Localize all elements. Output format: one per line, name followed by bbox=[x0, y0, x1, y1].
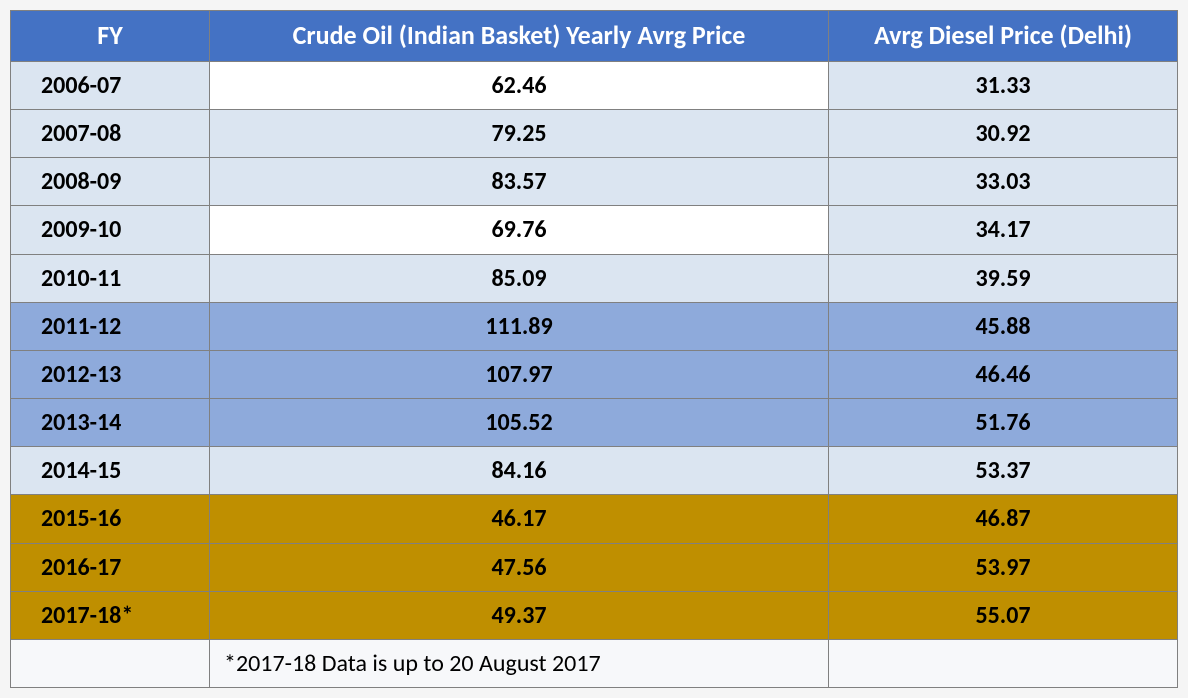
cell-crude: 47.56 bbox=[210, 543, 829, 591]
table-row: 2011-12111.8945.88 bbox=[11, 302, 1178, 350]
footnote-row: *2017-18 Data is up to 20 August 2017 bbox=[11, 640, 1178, 688]
cell-diesel: 45.88 bbox=[829, 302, 1178, 350]
cell-diesel: 34.17 bbox=[829, 206, 1178, 254]
cell-diesel: 53.97 bbox=[829, 543, 1178, 591]
cell-fy: 2010-11 bbox=[11, 254, 210, 302]
cell-fy: 2013-14 bbox=[11, 399, 210, 447]
cell-crude: 83.57 bbox=[210, 158, 829, 206]
header-row: FY Crude Oil (Indian Basket) Yearly Avrg… bbox=[11, 11, 1178, 62]
cell-diesel: 51.76 bbox=[829, 399, 1178, 447]
cell-crude: 85.09 bbox=[210, 254, 829, 302]
cell-diesel: 46.87 bbox=[829, 495, 1178, 543]
cell-diesel: 53.37 bbox=[829, 447, 1178, 495]
cell-crude: 105.52 bbox=[210, 399, 829, 447]
table-row: 2008-0983.5733.03 bbox=[11, 158, 1178, 206]
cell-fy: 2008-09 bbox=[11, 158, 210, 206]
cell-crude: 46.17 bbox=[210, 495, 829, 543]
cell-fy: 2011-12 bbox=[11, 302, 210, 350]
table-row: 2017-18*49.3755.07 bbox=[11, 591, 1178, 639]
cell-crude: 84.16 bbox=[210, 447, 829, 495]
table-row: 2012-13107.9746.46 bbox=[11, 350, 1178, 398]
cell-diesel: 31.33 bbox=[829, 61, 1178, 109]
table-body: 2006-0762.4631.332007-0879.2530.922008-0… bbox=[11, 61, 1178, 639]
cell-crude: 111.89 bbox=[210, 302, 829, 350]
cell-fy: 2016-17 bbox=[11, 543, 210, 591]
footnote-empty-left bbox=[11, 640, 210, 688]
header-diesel: Avrg Diesel Price (Delhi) bbox=[829, 11, 1178, 62]
header-crude: Crude Oil (Indian Basket) Yearly Avrg Pr… bbox=[210, 11, 829, 62]
cell-diesel: 46.46 bbox=[829, 350, 1178, 398]
table-row: 2015-1646.1746.87 bbox=[11, 495, 1178, 543]
table-row: 2006-0762.4631.33 bbox=[11, 61, 1178, 109]
footnote-text: *2017-18 Data is up to 20 August 2017 bbox=[210, 640, 829, 688]
cell-crude: 62.46 bbox=[210, 61, 829, 109]
cell-crude: 107.97 bbox=[210, 350, 829, 398]
cell-diesel: 33.03 bbox=[829, 158, 1178, 206]
cell-crude: 69.76 bbox=[210, 206, 829, 254]
cell-fy: 2015-16 bbox=[11, 495, 210, 543]
table-row: 2013-14105.5251.76 bbox=[11, 399, 1178, 447]
table-row: 2009-1069.7634.17 bbox=[11, 206, 1178, 254]
table-row: 2014-1584.1653.37 bbox=[11, 447, 1178, 495]
cell-diesel: 55.07 bbox=[829, 591, 1178, 639]
cell-fy: 2014-15 bbox=[11, 447, 210, 495]
table-row: 2016-1747.5653.97 bbox=[11, 543, 1178, 591]
footnote-empty-right bbox=[829, 640, 1178, 688]
table-row: 2010-1185.0939.59 bbox=[11, 254, 1178, 302]
cell-fy: 2017-18* bbox=[11, 591, 210, 639]
price-table: FY Crude Oil (Indian Basket) Yearly Avrg… bbox=[10, 10, 1178, 688]
cell-fy: 2009-10 bbox=[11, 206, 210, 254]
cell-fy: 2006-07 bbox=[11, 61, 210, 109]
cell-diesel: 30.92 bbox=[829, 109, 1178, 157]
table-row: 2007-0879.2530.92 bbox=[11, 109, 1178, 157]
cell-diesel: 39.59 bbox=[829, 254, 1178, 302]
header-fy: FY bbox=[11, 11, 210, 62]
cell-crude: 49.37 bbox=[210, 591, 829, 639]
cell-fy: 2012-13 bbox=[11, 350, 210, 398]
cell-fy: 2007-08 bbox=[11, 109, 210, 157]
cell-crude: 79.25 bbox=[210, 109, 829, 157]
